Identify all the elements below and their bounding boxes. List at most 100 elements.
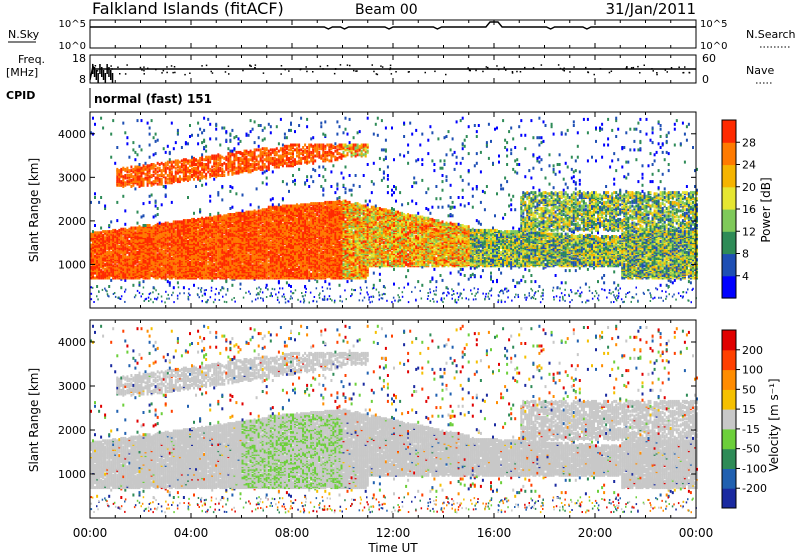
nave-dot: [631, 67, 633, 69]
power-cell: [118, 169, 120, 172]
power-cell: [130, 227, 132, 230]
nave-dot: [520, 71, 522, 73]
power-cell: [96, 231, 98, 234]
power-heatmap: [90, 117, 698, 304]
power-cell: [100, 196, 102, 199]
power-cell: [104, 205, 106, 208]
power-cell: [124, 174, 126, 177]
power-cell: [126, 142, 128, 145]
power-cell: [102, 270, 104, 273]
power-cell: [102, 230, 104, 233]
nave-dot: [103, 70, 105, 80]
nave-dot: [281, 65, 283, 67]
power-cell: [92, 117, 94, 120]
nave-dot: [667, 71, 669, 73]
nave-dot: [594, 74, 596, 76]
nave-dot: [512, 72, 514, 74]
nave-dot: [254, 67, 256, 69]
power-cell: [130, 185, 132, 188]
nave-tick-bottom: 0: [702, 73, 709, 86]
nave-dot: [560, 68, 562, 70]
nave-dot: [163, 70, 165, 72]
power-cell: [112, 119, 114, 122]
power-cell: [130, 169, 132, 172]
power-cell: [126, 256, 128, 259]
nave-dots: [92, 64, 690, 83]
nave-dot: [651, 68, 653, 70]
power-cell: [94, 277, 96, 280]
nave-label: Nave: [746, 64, 774, 77]
nave-dot: [425, 72, 427, 74]
nave-dot: [300, 69, 302, 71]
power-cell: [104, 230, 106, 233]
nave-dot: [656, 74, 658, 76]
nsky-label: N.Sky: [8, 28, 40, 41]
power-cell: [124, 131, 126, 134]
freq-label-1: Freq.: [18, 53, 45, 66]
power-cell: [126, 229, 128, 232]
power-cell: [104, 263, 106, 266]
nave-dot: [140, 67, 142, 69]
power-cell: [110, 220, 112, 223]
nave-dot: [671, 67, 673, 69]
nave-dot: [408, 71, 410, 73]
power-cell: [108, 230, 110, 233]
nave-dot: [482, 71, 484, 73]
power-cell: [128, 252, 130, 255]
power-cell: [114, 229, 116, 232]
power-cell: [120, 168, 122, 171]
nave-dot: [95, 65, 97, 67]
nsky-panel: N.Sky 10^5 10^0 10^5 10^0 N.Search: [8, 19, 796, 52]
power-cell: [116, 219, 118, 222]
power-cell: [124, 168, 126, 171]
nave-dot: [143, 70, 145, 72]
nave-dot: [97, 73, 99, 83]
nave-dot: [498, 69, 500, 71]
power-cell: [110, 133, 112, 136]
nave-dot: [288, 70, 290, 72]
nave-dot: [600, 68, 602, 70]
nave-dot: [141, 69, 143, 71]
nave-dot: [505, 69, 507, 71]
power-cell: [98, 201, 100, 204]
nave-dot: [569, 71, 571, 73]
nave-dot: [611, 71, 613, 73]
nave-tick-top: 60: [702, 52, 716, 65]
nave-dot: [541, 64, 543, 66]
nave-dot: [373, 71, 375, 73]
power-cell: [92, 230, 94, 233]
nave-dot: [242, 70, 244, 72]
power-cell: [104, 268, 106, 271]
power-cell: [94, 231, 96, 234]
nave-dot: [94, 67, 96, 77]
power-cell: [120, 286, 122, 289]
nave-dot: [356, 70, 358, 72]
power-cell: [106, 230, 108, 233]
nave-dot: [486, 66, 488, 68]
power-cell: [102, 127, 104, 130]
nave-dot: [201, 65, 203, 67]
nave-dot: [395, 71, 397, 73]
nave-dot: [249, 65, 251, 67]
nave-dot: [585, 67, 587, 69]
power-cell: [118, 229, 120, 232]
power-cell: [122, 228, 124, 231]
nsky-tick-bottom: 10^0: [59, 41, 86, 52]
power-cell: [126, 167, 128, 170]
cpid-label: CPID: [6, 89, 35, 102]
power-cell: [106, 251, 108, 254]
nave-dot: [155, 69, 157, 71]
nave-dot: [189, 73, 191, 75]
nave-dot: [469, 70, 471, 72]
power-cell: [128, 228, 130, 231]
nave-dot: [255, 64, 257, 66]
radar-summary-plot: Falkland Islands (fitACF) Beam 00 31/Jan…: [0, 0, 800, 554]
power-cell: [110, 230, 112, 233]
nave-dot: [516, 71, 518, 73]
nave-dot: [305, 66, 307, 68]
nave-dot: [174, 66, 176, 68]
nave-dot: [225, 71, 227, 73]
power-cell: [116, 264, 118, 267]
nave-dot: [390, 67, 392, 69]
nave-dot: [377, 74, 379, 76]
